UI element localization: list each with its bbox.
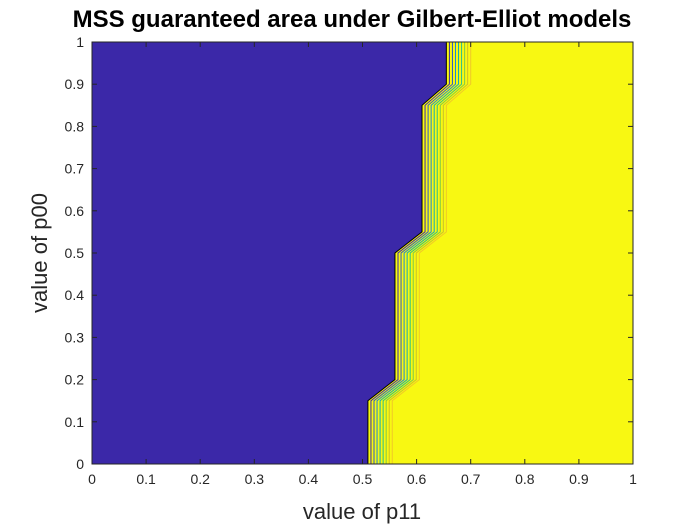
x-tick-label: 0.8 [515,471,535,487]
y-tick-label: 0.9 [65,76,85,92]
contour-line [379,42,460,464]
low-region [92,42,447,464]
contour-line [388,42,469,464]
x-axis: 0 0.1 0.2 0.3 0.4 0.5 0.6 0.7 0.8 0.9 1 [88,42,637,487]
contour-line [385,42,466,464]
plot-area [91,41,634,465]
y-tick-label: 0.7 [65,161,85,177]
x-tick-label: 0.6 [407,471,427,487]
y-tick-label: 0.6 [65,203,85,219]
y-tick-label: 0.1 [65,414,85,430]
x-axis-label: value of p11 [303,499,421,524]
contour-line [391,42,472,464]
x-tick-label: 0.9 [569,471,589,487]
x-tick-label: 0 [88,471,96,487]
contour-line [382,42,463,464]
y-tick-label: 0.3 [65,329,85,345]
x-tick-label: 0.5 [353,471,373,487]
x-tick-label: 1 [629,471,637,487]
x-tick-label: 0.3 [245,471,265,487]
y-tick-label: 0.8 [65,118,85,134]
contour-line [373,42,453,464]
y-tick-label: 0.5 [65,245,85,261]
y-axis-label: value of p00 [27,193,52,313]
y-tick-label: 0 [76,456,84,472]
x-tick-label: 0.2 [190,471,210,487]
contour-line [367,42,447,464]
x-tick-label: 0.4 [299,471,319,487]
contour-line [370,42,450,464]
chart-title: MSS guaranteed area under Gilbert-Elliot… [73,6,632,33]
y-tick-label: 0.4 [65,287,85,303]
y-tick-label: 1 [76,34,84,50]
contour-line [376,42,456,464]
y-axis: 0 0.1 0.2 0.3 0.4 0.5 0.6 0.7 0.8 0.9 1 [65,34,633,472]
x-tick-label: 0.1 [136,471,156,487]
y-tick-label: 0.2 [65,372,85,388]
contour-lines [367,42,472,464]
x-tick-label: 0.7 [461,471,481,487]
